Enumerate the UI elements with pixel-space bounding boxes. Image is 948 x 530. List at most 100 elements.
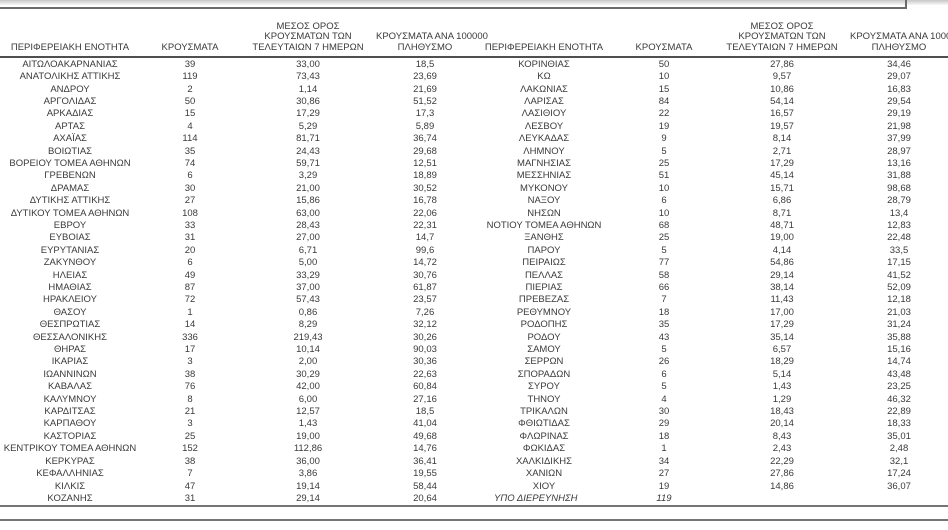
per100k-cell: 51,52 [413, 95, 437, 107]
table-row: ΚΑΛΥΜΝΟΥ 8 6,00 27,16 [0, 393, 474, 405]
avg7-cell: 16,57 [770, 108, 794, 120]
cases-cell: 3 [187, 356, 193, 368]
region-cell: ΚΑΡΔΙΤΣΑΣ [44, 406, 96, 418]
avg7-cell: 20,14 [770, 418, 794, 430]
avg7-cell: 5,14 [772, 368, 792, 380]
per100k-cell: 30,76 [413, 269, 437, 281]
region-cell: ΠΕΛΛΑΣ [524, 269, 564, 281]
avg7-cell: 8,71 [772, 207, 792, 219]
table-header-row: ΠΕΡΙΦΕΡΕΙΑΚΗ ΕΝΟΤΗΤΑ ΚΡΟΥΣΜΑΤΑ ΜΕΣΟΣ ΟΡΟ… [474, 9, 948, 56]
region-cell: ΚΟΖΑΝΗΣ [47, 492, 93, 504]
region-cell: ΙΩΑΝΝΙΝΩΝ [43, 368, 97, 380]
avg7-cell: 10,86 [770, 83, 794, 95]
region-cell: ΡΕΘΥΜΝΟΥ [516, 306, 572, 318]
region-cell: ΔΥΤΙΚΟΥ ΤΟΜΕΑ ΑΘΗΝΩΝ [10, 207, 130, 219]
table-row: ΚΕΝΤΡΙΚΟΥ ΤΟΜΕΑ ΑΘΗΝΩΝ 152 112,86 14,76 [0, 443, 474, 455]
cases-cell: 43 [658, 331, 670, 343]
table-row: ΗΜΑΘΙΑΣ 87 37,00 61,87 [0, 281, 474, 293]
per100k-cell: 12,83 [887, 219, 911, 231]
per100k-cell: 29,07 [887, 71, 911, 83]
per100k-cell: 23,69 [413, 71, 437, 83]
cases-cell: 21 [184, 406, 196, 418]
cases-cell: 4 [661, 393, 667, 405]
table-row: ΓΡΕΒΕΝΩΝ 6 3,29 18,89 [0, 170, 474, 182]
per100k-cell: 23,25 [887, 381, 911, 393]
per100k-cell: 41,52 [887, 269, 911, 281]
avg7-cell: 29,14 [296, 492, 320, 504]
table-row: ΔΡΑΜΑΣ 30 21,00 30,52 [0, 182, 474, 194]
per100k-cell: 31,88 [887, 170, 911, 182]
cases-cell: 47 [184, 480, 196, 492]
cases-cell: 33 [184, 219, 196, 231]
header-cases: ΚΡΟΥΣΜΑΤΑ [161, 41, 219, 53]
cases-cell: 39 [184, 58, 196, 70]
cases-cell: 66 [658, 282, 670, 294]
cases-cell: 20 [184, 244, 196, 256]
header-avg7: ΜΕΣΟΣ ΟΡΟΣ ΚΡΟΥΣΜΑΤΩΝ ΤΩΝ ΤΕΛΕΥΤΑΙΩΝ 7 Η… [240, 21, 376, 54]
avg7-cell: 12,57 [296, 406, 320, 418]
avg7-cell: 15,71 [770, 182, 794, 194]
table-row: ΠΕΙΡΑΙΩΣ 77 54,86 17,15 [474, 257, 948, 269]
table-row: ΡΕΘΥΜΝΟΥ 18 17,00 21,03 [474, 306, 948, 318]
region-cell: ΣΠΟΡΑΔΩΝ [517, 368, 571, 380]
avg7-cell: 3,29 [298, 170, 318, 182]
avg7-cell: 17,29 [770, 319, 794, 331]
region-cell: ΧΙΟΥ [532, 480, 556, 492]
cases-cell: 5 [661, 344, 667, 356]
per100k-cell: 30,52 [413, 182, 437, 194]
table-row: ΣΕΡΡΩΝ 26 18,29 14,74 [474, 356, 948, 368]
cases-cell: 50 [658, 58, 670, 70]
table-row: ΚΑΒΑΛΑΣ 76 42,00 60,84 [0, 381, 474, 393]
avg7-cell: 8,29 [298, 319, 318, 331]
avg7-cell: 6,00 [298, 393, 318, 405]
avg7-cell: 18,29 [770, 356, 794, 368]
table-row: ΑΙΤΩΛΟΑΚΑΡΝΑΝΙΑΣ 39 33,00 18,5 [0, 58, 474, 70]
region-cell: ΧΑΛΚΙΔΙΚΗΣ [515, 455, 573, 467]
avg7-cell: 22,29 [770, 455, 794, 467]
header-underline [0, 56, 948, 58]
per100k-cell: 99,6 [415, 244, 435, 256]
table-row: ΕΒΡΟΥ 33 28,43 22,31 [0, 219, 474, 231]
table-row: ΚΑΡΠΑΘΟΥ 3 1,43 41,04 [0, 418, 474, 430]
cases-cell: 38 [184, 368, 196, 380]
cases-cell: 31 [184, 232, 196, 244]
region-cell: ΠΕΙΡΑΙΩΣ [522, 257, 566, 269]
region-cell: ΔΥΤΙΚΗΣ ΑΤΤΙΚΗΣ [29, 195, 111, 207]
per100k-cell: 58,44 [413, 480, 437, 492]
cases-cell: 25 [658, 232, 670, 244]
table-row: ΘΗΡΑΣ 17 10,14 90,03 [0, 343, 474, 355]
table-bottom-border [0, 505, 948, 507]
cases-cell: 15 [184, 108, 196, 120]
table-row: ΚΟΖΑΝΗΣ 31 29,14 20,64 [0, 492, 474, 504]
avg7-cell: 2,00 [298, 356, 318, 368]
table-row: ΕΥΡΥΤΑΝΙΑΣ 20 6,71 99,6 [0, 244, 474, 256]
per100k-cell: 23,57 [413, 294, 437, 306]
cases-cell: 30 [658, 406, 670, 418]
table-row: ΑΡΤΑΣ 4 5,29 5,89 [0, 120, 474, 132]
cases-cell: 5 [661, 244, 667, 256]
table-row: ΜΑΓΝΗΣΙΑΣ 25 17,29 13,16 [474, 157, 948, 169]
avg7-cell: 15,86 [296, 195, 320, 207]
table-row: ΚΑΡΔΙΤΣΑΣ 21 12,57 18,5 [0, 405, 474, 417]
cases-cell: 7 [187, 468, 193, 480]
table-row: ΛΕΣΒΟΥ 19 19,57 21,98 [474, 120, 948, 132]
avg7-cell: 38,14 [770, 282, 794, 294]
per100k-cell: 33,5 [889, 244, 909, 256]
cases-cell: 18 [658, 430, 670, 442]
region-cell: ΕΥΒΟΙΑΣ [49, 232, 91, 244]
table-row: ΚΕΡΚΥΡΑΣ 38 36,00 36,41 [0, 455, 474, 467]
region-cell: ΑΝΑΤΟΛΙΚΗΣ ΑΤΤΙΚΗΣ [19, 71, 121, 83]
avg7-cell: 5,29 [298, 120, 318, 132]
header-cases: ΚΡΟΥΣΜΑΤΑ [635, 41, 693, 53]
region-cell: ΗΜΑΘΙΑΣ [48, 282, 92, 294]
per100k-cell: 22,31 [413, 219, 437, 231]
table-row: ΑΝΑΤΟΛΙΚΗΣ ΑΤΤΙΚΗΣ 119 73,43 23,69 [0, 70, 474, 82]
table-row: ΛΗΜΝΟΥ 5 2,71 28,97 [474, 145, 948, 157]
table-row: ΛΕΥΚΑΔΑΣ 9 8,14 37,99 [474, 132, 948, 144]
per100k-cell: 22,48 [887, 232, 911, 244]
table-row: ΠΑΡΟΥ 5 4,14 33,5 [474, 244, 948, 256]
region-cell: ΧΑΝΙΩΝ [525, 468, 563, 480]
avg7-cell: 19,14 [296, 480, 320, 492]
region-cell: ΛΗΜΝΟΥ [523, 145, 565, 157]
per100k-cell: 2,48 [889, 443, 909, 455]
